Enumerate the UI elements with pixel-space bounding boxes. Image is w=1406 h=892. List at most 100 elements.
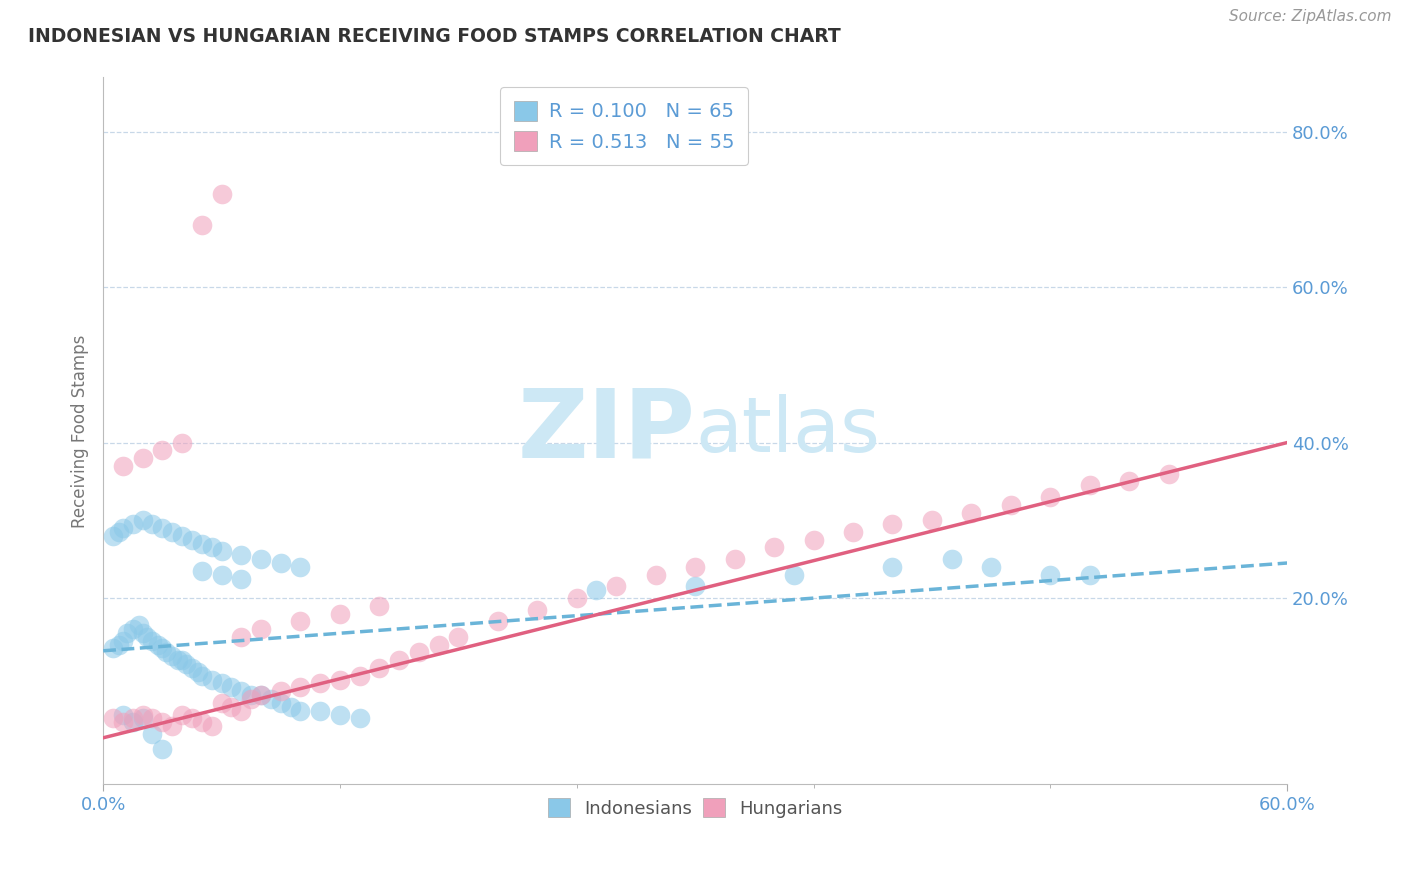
Point [211, 544, 233, 558]
Point [683, 560, 706, 574]
Point [115, 626, 138, 640]
Point [941, 552, 963, 566]
Point [231, 704, 253, 718]
Point [167, 653, 190, 667]
Point [290, 681, 312, 695]
Point [141, 727, 163, 741]
Point [309, 704, 332, 718]
Point [683, 579, 706, 593]
Point [447, 630, 470, 644]
Point [882, 517, 904, 532]
Point [201, 719, 224, 733]
Point [349, 711, 371, 725]
Text: ZIP: ZIP [517, 384, 695, 477]
Point [211, 186, 233, 201]
Point [150, 521, 173, 535]
Point [150, 742, 173, 756]
Point [121, 715, 143, 730]
Point [170, 653, 193, 667]
Point [605, 579, 627, 593]
Point [270, 556, 292, 570]
Point [980, 560, 1002, 574]
Point [150, 443, 173, 458]
Point [160, 649, 183, 664]
Point [181, 533, 204, 547]
Point [526, 602, 548, 616]
Point [280, 699, 302, 714]
Point [191, 218, 214, 232]
Point [290, 704, 312, 718]
Point [1039, 490, 1062, 504]
Point [882, 560, 904, 574]
Point [565, 591, 588, 605]
Point [329, 707, 352, 722]
Text: atlas: atlas [695, 394, 880, 468]
Point [250, 552, 273, 566]
Point [329, 673, 352, 687]
Point [842, 524, 865, 539]
Point [329, 607, 352, 621]
Point [260, 692, 283, 706]
Point [1039, 567, 1062, 582]
Point [128, 618, 150, 632]
Point [349, 668, 371, 682]
Point [783, 567, 806, 582]
Point [309, 676, 332, 690]
Point [201, 673, 224, 687]
Point [427, 638, 450, 652]
Point [211, 676, 233, 690]
Point [101, 529, 124, 543]
Point [131, 707, 153, 722]
Point [135, 630, 157, 644]
Point [150, 641, 173, 656]
Point [111, 458, 134, 473]
Point [763, 541, 786, 555]
Point [111, 633, 134, 648]
Point [368, 661, 391, 675]
Point [108, 638, 131, 652]
Point [131, 451, 153, 466]
Point [211, 567, 233, 582]
Text: INDONESIAN VS HUNGARIAN RECEIVING FOOD STAMPS CORRELATION CHART: INDONESIAN VS HUNGARIAN RECEIVING FOOD S… [28, 27, 841, 45]
Point [121, 517, 143, 532]
Point [1157, 467, 1180, 481]
Point [408, 645, 430, 659]
Point [191, 536, 214, 550]
Point [141, 517, 163, 532]
Point [211, 696, 233, 710]
Point [131, 513, 153, 527]
Point [270, 696, 292, 710]
Point [270, 684, 292, 698]
Point [187, 665, 209, 679]
Point [486, 614, 509, 628]
Point [108, 524, 131, 539]
Point [250, 688, 273, 702]
Point [368, 599, 391, 613]
Point [101, 641, 124, 656]
Point [231, 548, 253, 562]
Point [174, 657, 197, 671]
Point [131, 626, 153, 640]
Point [1078, 567, 1101, 582]
Text: Source: ZipAtlas.com: Source: ZipAtlas.com [1229, 9, 1392, 24]
Point [111, 715, 134, 730]
Point [181, 661, 204, 675]
Point [121, 711, 143, 725]
Point [644, 567, 666, 582]
Point [1000, 498, 1022, 512]
Point [111, 521, 134, 535]
Point [170, 707, 193, 722]
Point [160, 524, 183, 539]
Point [141, 633, 163, 648]
Point [201, 541, 224, 555]
Point [921, 513, 943, 527]
Point [250, 622, 273, 636]
Point [150, 715, 173, 730]
Point [388, 653, 411, 667]
Point [181, 711, 204, 725]
Point [585, 583, 607, 598]
Point [148, 638, 170, 652]
Point [170, 435, 193, 450]
Point [111, 707, 134, 722]
Legend: Indonesians, Hungarians: Indonesians, Hungarians [541, 791, 849, 825]
